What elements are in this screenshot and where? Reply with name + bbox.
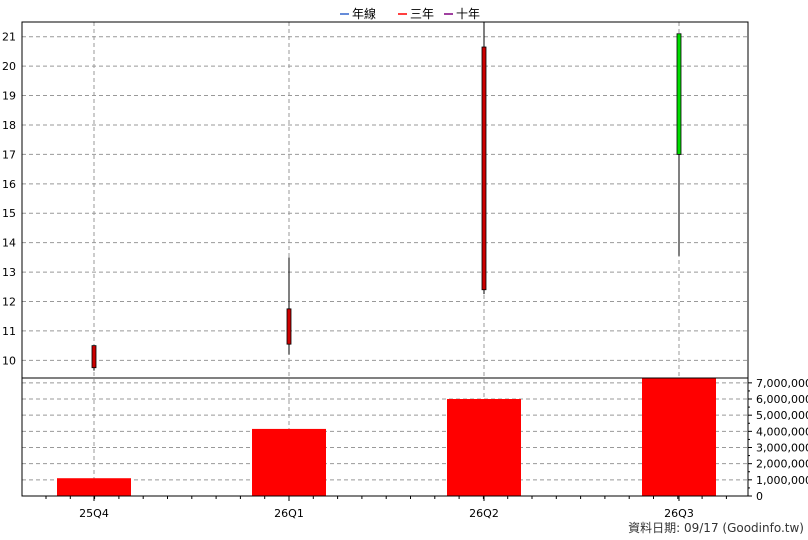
price-tick-10: 10 xyxy=(2,354,16,367)
volume-tick-1: 1,000,000 xyxy=(756,474,808,487)
price-tick-11: 11 xyxy=(2,325,16,338)
price-tick-12: 12 xyxy=(2,296,16,309)
price-tick-18: 18 xyxy=(2,119,16,132)
price-tick-14: 14 xyxy=(2,237,16,250)
candle-body-26Q1 xyxy=(286,308,292,345)
price-tick-19: 19 xyxy=(2,90,16,103)
volume-tick-2: 2,000,000 xyxy=(756,458,808,471)
legend-label-2: 三年 xyxy=(410,7,434,21)
volume-bar-25Q4 xyxy=(57,478,131,496)
volume-bar-26Q2 xyxy=(447,399,521,496)
volume-frame xyxy=(21,377,749,497)
legend-label-3: 十年 xyxy=(456,7,480,21)
x-tick-label-25Q4: 25Q4 xyxy=(79,507,109,520)
volume-tick-3: 3,000,000 xyxy=(756,442,808,455)
volume-bar-26Q1 xyxy=(252,428,326,496)
footer-date-source: 資料日期: 09/17 (Goodinfo.tw) xyxy=(628,521,804,535)
legend-label-1: 年線 xyxy=(352,6,376,21)
price-tick-21: 21 xyxy=(2,31,16,44)
price-tick-20: 20 xyxy=(2,60,16,73)
volume-tick-6: 6,000,000 xyxy=(756,393,808,406)
price-panel-bg xyxy=(0,22,808,378)
candle-body-26Q3 xyxy=(676,33,682,155)
candle-body-26Q2 xyxy=(481,46,487,291)
price-panel: 10 11 12 13 14 15 16 17 18 19 20 21 xyxy=(0,21,808,496)
x-tick-label-26Q2: 26Q2 xyxy=(469,507,499,520)
x-tick-label-26Q1: 26Q1 xyxy=(274,507,304,520)
volume-tick-7: 7,000,000 xyxy=(756,377,808,390)
price-tick-15: 15 xyxy=(2,207,16,220)
volume-bar-26Q3 xyxy=(642,378,716,496)
price-tick-13: 13 xyxy=(2,266,16,279)
x-tick-label-26Q3: 26Q3 xyxy=(664,507,694,520)
price-tick-16: 16 xyxy=(2,178,16,191)
candle-body-25Q4 xyxy=(91,345,97,369)
x-axis: 25Q4 26Q1 26Q2 26Q3 xyxy=(45,496,727,520)
volume-tick-5: 5,000,000 xyxy=(756,409,808,422)
legend: 年線 三年 十年 xyxy=(340,6,480,21)
price-tick-17: 17 xyxy=(2,148,16,161)
volume-tick-0: 0 xyxy=(756,490,763,503)
volume-panel: 0 1,000,000 2,000,000 3,000,000 4,000,000 5,0… xyxy=(21,377,808,503)
volume-tick-4: 4,000,000 xyxy=(756,425,808,438)
